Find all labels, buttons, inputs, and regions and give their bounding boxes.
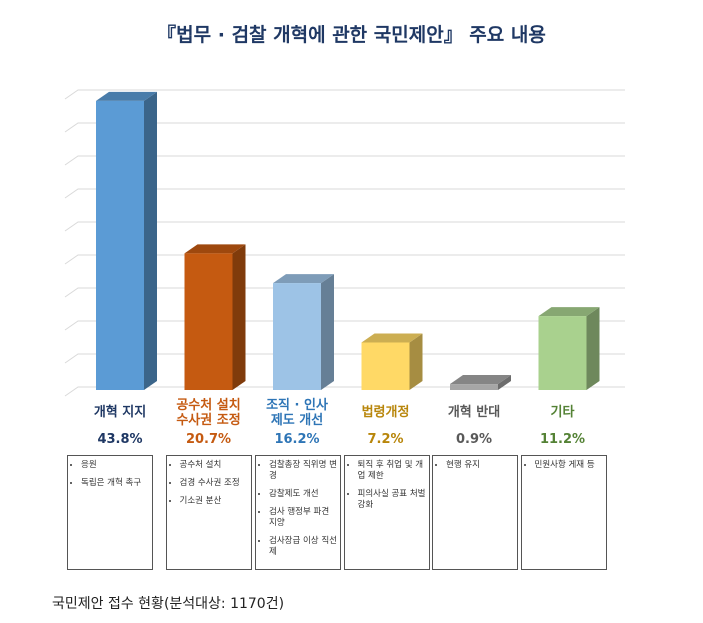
category-label: 공수처 설치 수사권 조정: [176, 398, 241, 428]
bar: [538, 316, 587, 390]
detail-box: 검찰총장 직위명 변경감찰제도 개선검사 행정부 파견 지양검사장급 이상 직선…: [255, 455, 341, 570]
bar-side: [498, 375, 511, 390]
detail-list: 검찰총장 직위명 변경감찰제도 개선검사 행정부 파견 지양검사장급 이상 직선…: [259, 460, 337, 558]
detail-item: 감찰제도 개선: [269, 489, 337, 500]
detail-box: 민원사항 게재 등: [520, 455, 607, 570]
detail-list: 퇴직 후 취업 및 개업 제한피의사실 공표 처벌 강화: [348, 460, 426, 511]
detail-item: 독립은 개혁 촉구: [81, 478, 149, 489]
value-label: 11.2%: [539, 432, 586, 447]
detail-item: 기소권 분산: [180, 496, 248, 507]
grid-line: [64, 353, 625, 364]
grid-line: [64, 320, 625, 331]
value-label: 7.2%: [367, 432, 404, 447]
grid-line: [64, 221, 625, 232]
bar-side: [144, 91, 157, 391]
detail-list: 민원사항 게재 등: [525, 460, 603, 471]
detail-item: 검사장급 이상 직선제: [269, 536, 337, 558]
detail-list: 공수처 설치검경 수사권 조정기소권 분산: [170, 460, 248, 507]
category-label: 기타: [550, 405, 575, 420]
chart-title: 『법무 · 검찰 개혁에 관한 국민제안』 주요 내용: [157, 24, 546, 46]
category-label: 개혁 지지: [93, 405, 147, 420]
bar: [96, 100, 144, 391]
detail-item: 검찰총장 직위명 변경: [269, 460, 337, 482]
detail-item: 공수처 설치: [180, 460, 248, 471]
value-label: 43.8%: [97, 432, 143, 447]
grid-line: [64, 122, 625, 133]
grid-line: [64, 254, 625, 265]
detail-item: 검사 행정부 파견 지양: [269, 507, 337, 529]
bar-side: [232, 244, 246, 390]
detail-item: 현행 유지: [446, 460, 514, 471]
category-label: 개혁 반대: [447, 405, 501, 420]
grid-line: [64, 89, 625, 100]
note: 국민제안 접수 현황(분석대상: 1170건): [52, 596, 285, 612]
grid-line: [64, 155, 625, 166]
value-label: 20.7%: [185, 432, 232, 447]
bar-top: [96, 91, 157, 101]
detail-box: 퇴직 후 취업 및 개업 제한피의사실 공표 처벌 강화: [343, 455, 430, 570]
detail-item: 퇴직 후 취업 및 개업 제한: [358, 460, 426, 482]
bar-top: [273, 274, 334, 284]
bar-top: [361, 333, 423, 343]
bar: [361, 342, 410, 390]
bar-top: [184, 244, 246, 254]
detail-list: 응원독립은 개혁 촉구: [71, 460, 149, 489]
value-label: 16.2%: [274, 432, 320, 447]
value-label: 0.9%: [455, 432, 493, 447]
grid-line: [64, 386, 625, 397]
category-label: 조직 · 인사 제도 개선: [266, 398, 328, 428]
bar: [273, 283, 321, 390]
bar-top: [450, 375, 511, 385]
detail-list: 현행 유지: [436, 460, 514, 471]
grid-line: [64, 287, 625, 298]
detail-item: 검경 수사권 조정: [180, 478, 248, 489]
bar-side: [586, 307, 600, 390]
bar-top: [538, 307, 600, 317]
grid-line: [64, 188, 625, 199]
detail-item: 민원사항 게재 등: [535, 460, 603, 471]
bar: [450, 384, 498, 390]
detail-box: 현행 유지: [432, 455, 518, 570]
bar-side: [321, 274, 334, 390]
detail-item: 피의사실 공표 처벌 강화: [358, 489, 426, 511]
category-label: 법령개정: [361, 405, 410, 420]
bar-side: [409, 333, 423, 390]
detail-item: 응원: [81, 460, 149, 471]
detail-box: 응원독립은 개혁 촉구: [67, 455, 153, 570]
bar: [184, 253, 233, 390]
detail-box: 공수처 설치검경 수사권 조정기소권 분산: [165, 455, 252, 570]
